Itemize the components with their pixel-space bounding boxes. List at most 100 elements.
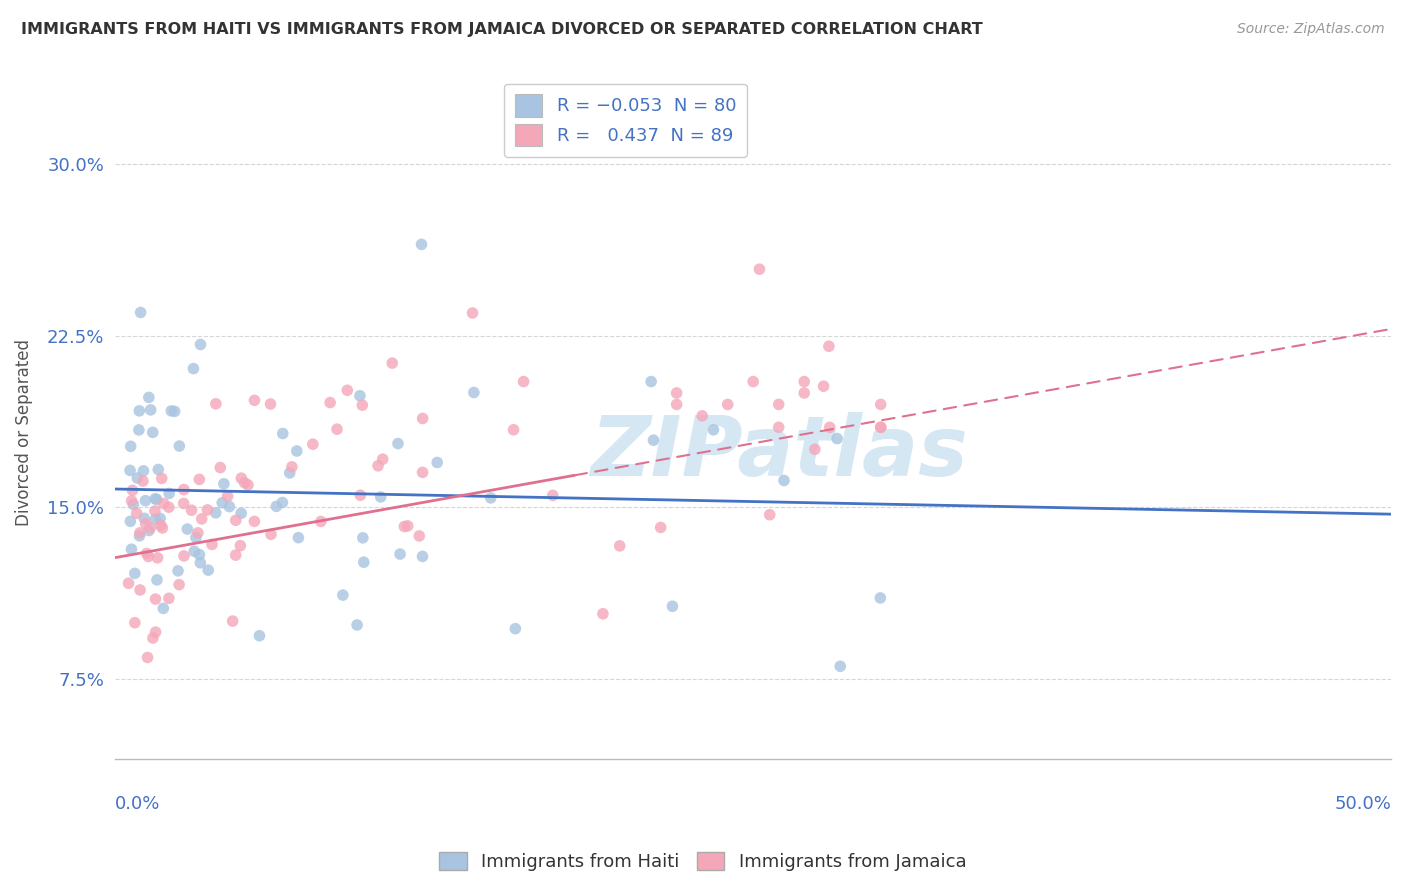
Point <box>411 549 433 564</box>
Point <box>176 522 198 536</box>
Point <box>173 549 195 563</box>
Point <box>142 425 165 440</box>
Point <box>260 527 283 541</box>
Point <box>157 500 180 515</box>
Point <box>173 496 195 510</box>
Point <box>231 471 253 485</box>
Point <box>136 650 159 665</box>
Point <box>869 420 891 434</box>
Point <box>512 375 534 389</box>
Point <box>278 466 301 480</box>
Point <box>188 548 211 562</box>
Point <box>869 397 891 411</box>
Point <box>243 393 266 408</box>
Point <box>793 386 815 401</box>
Point <box>394 519 416 533</box>
Y-axis label: Divorced or Separated: Divorced or Separated <box>15 340 32 526</box>
Point <box>259 397 281 411</box>
Point <box>326 422 349 436</box>
Point <box>285 444 308 458</box>
Point <box>139 403 162 417</box>
Point <box>121 542 143 557</box>
Point <box>146 550 169 565</box>
Point <box>768 397 790 411</box>
Point <box>184 531 207 545</box>
Point <box>387 436 409 450</box>
Point <box>869 591 891 605</box>
Point <box>127 471 149 485</box>
Point <box>768 420 790 434</box>
Point <box>463 385 485 400</box>
Point <box>132 464 155 478</box>
Point <box>148 462 170 476</box>
Point <box>167 577 190 591</box>
Point <box>157 486 180 500</box>
Point <box>209 460 232 475</box>
Point <box>134 511 156 525</box>
Text: ZIPatlas: ZIPatlas <box>589 412 967 493</box>
Point <box>225 513 247 527</box>
Text: IMMIGRANTS FROM HAITI VS IMMIGRANTS FROM JAMAICA DIVORCED OR SEPARATED CORRELATI: IMMIGRANTS FROM HAITI VS IMMIGRANTS FROM… <box>21 22 983 37</box>
Legend: R = −0.053  N = 80, R =   0.437  N = 89: R = −0.053 N = 80, R = 0.437 N = 89 <box>505 84 747 157</box>
Point <box>426 455 449 469</box>
Point <box>197 503 219 517</box>
Point <box>197 563 219 577</box>
Point <box>145 512 167 526</box>
Point <box>145 492 167 507</box>
Point <box>389 547 412 561</box>
Point <box>353 555 375 569</box>
Point <box>336 384 359 398</box>
Point <box>190 337 212 351</box>
Point <box>188 472 211 486</box>
Point <box>183 361 205 376</box>
Point <box>233 475 256 490</box>
Point <box>505 622 527 636</box>
Point <box>236 478 259 492</box>
Point <box>128 404 150 418</box>
Point <box>152 521 174 535</box>
Point <box>346 618 368 632</box>
Point <box>173 483 195 497</box>
Point <box>332 588 354 602</box>
Point <box>702 423 724 437</box>
Point <box>150 471 173 485</box>
Point <box>412 466 434 480</box>
Point <box>370 490 392 504</box>
Point <box>169 439 191 453</box>
Point <box>748 262 770 277</box>
Point <box>396 519 419 533</box>
Legend: Immigrants from Haiti, Immigrants from Jamaica: Immigrants from Haiti, Immigrants from J… <box>432 845 974 879</box>
Point <box>225 548 247 562</box>
Point <box>121 483 143 498</box>
Point <box>367 458 389 473</box>
Point <box>121 494 143 508</box>
Point <box>825 432 848 446</box>
Point <box>152 601 174 615</box>
Point <box>665 397 688 411</box>
Point <box>742 375 765 389</box>
Point <box>188 556 211 570</box>
Point <box>830 659 852 673</box>
Point <box>212 476 235 491</box>
Point <box>143 491 166 506</box>
Point <box>271 495 294 509</box>
Point <box>287 531 309 545</box>
Point <box>118 463 141 477</box>
Point <box>117 576 139 591</box>
Point <box>309 515 332 529</box>
Point <box>661 599 683 614</box>
Point <box>122 498 145 512</box>
Point <box>349 488 371 502</box>
Point <box>717 397 740 411</box>
Point <box>217 489 239 503</box>
Point <box>143 504 166 518</box>
Point <box>201 537 224 551</box>
Point <box>129 582 152 597</box>
Point <box>266 500 288 514</box>
Point <box>145 592 167 607</box>
Point <box>804 442 827 457</box>
Point <box>609 539 631 553</box>
Point <box>243 515 266 529</box>
Point <box>461 306 484 320</box>
Point <box>381 356 404 370</box>
